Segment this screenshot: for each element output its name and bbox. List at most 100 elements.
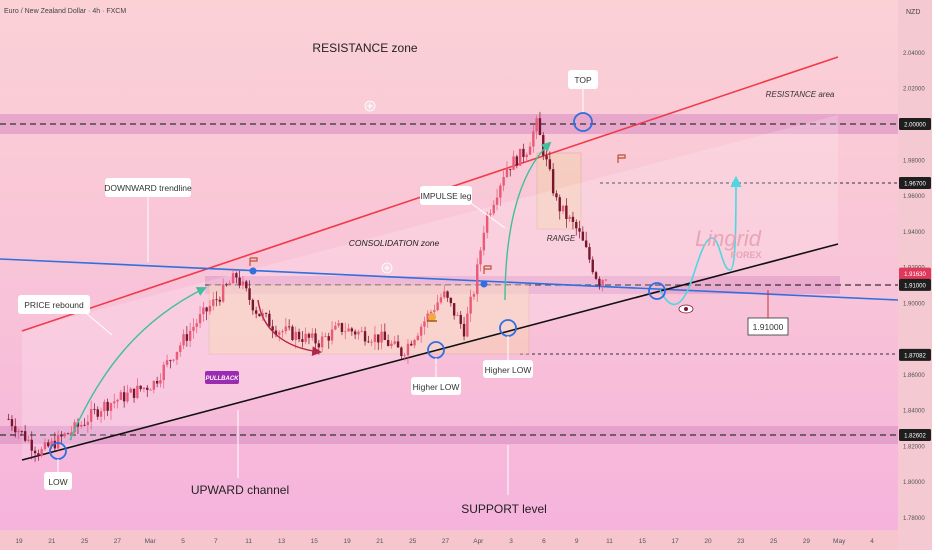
price-badge — [899, 278, 931, 291]
candle-body — [182, 334, 185, 346]
candle-body — [604, 279, 608, 281]
candle-body — [393, 341, 396, 344]
candle-body — [172, 359, 175, 361]
candle-body — [492, 204, 495, 214]
resistance-area-label: RESISTANCE area — [766, 90, 835, 99]
price-badge — [899, 267, 931, 280]
candle-body — [548, 159, 552, 170]
candle-body — [129, 388, 132, 393]
candle-body — [50, 440, 53, 447]
candle-body — [311, 333, 314, 338]
candle-body — [221, 284, 225, 302]
time-tick-label: 9 — [575, 538, 579, 545]
projection-path — [659, 175, 742, 306]
candle-body — [245, 281, 248, 289]
candle-body — [258, 313, 261, 317]
candle-body — [591, 259, 594, 273]
candle-body — [179, 345, 182, 352]
candle-body — [413, 339, 416, 346]
downward-trendline — [0, 258, 899, 301]
candle-body — [99, 411, 103, 417]
candle-body — [502, 177, 505, 186]
time-tick-label: 25 — [409, 538, 417, 545]
candle-body — [588, 247, 591, 260]
price-tick-label: 1.84000 — [903, 409, 925, 415]
candle-body — [218, 299, 222, 302]
candle-body — [119, 392, 123, 400]
candle-body — [53, 440, 57, 449]
candle-body — [96, 409, 99, 417]
price-badge-label: 1.91000 — [904, 283, 926, 289]
candle-body — [344, 331, 347, 333]
impulse-leg-label-box — [420, 186, 472, 205]
candle-body — [400, 347, 403, 357]
candle-body — [337, 323, 340, 326]
candle-body — [113, 401, 116, 404]
consolidation-box — [208, 284, 530, 355]
candle-body — [462, 323, 466, 337]
candle-body — [561, 205, 565, 212]
candle-body — [254, 310, 258, 314]
time-tick-label: May — [833, 538, 846, 545]
impulse-leg-label: IMPULSE leg — [420, 191, 471, 201]
top-label-box — [568, 70, 598, 89]
trendline-touch-dot-2 — [480, 280, 488, 288]
candle-body — [14, 426, 17, 433]
candle-body — [10, 419, 14, 427]
candle-body — [231, 273, 235, 284]
candle-body — [103, 401, 106, 412]
candle-body — [568, 216, 571, 219]
price-tick-label: 2.04000 — [903, 51, 925, 57]
candle-body — [594, 272, 598, 279]
candle-body — [542, 135, 545, 156]
candle-body — [238, 277, 241, 286]
candle-body — [535, 118, 538, 132]
candle-body — [235, 273, 238, 278]
candle-body — [373, 334, 377, 342]
candle-body — [165, 360, 169, 365]
symbol-title[interactable]: Euro / New Zealand Dollar · 4h · FXCM — [4, 8, 126, 15]
candle-body — [538, 118, 542, 136]
plus-icon[interactable] — [364, 100, 376, 112]
candle-body — [116, 399, 119, 402]
candle-body — [175, 351, 179, 360]
time-tick-label: 21 — [48, 538, 56, 545]
price-tick-label: 1.86000 — [903, 373, 925, 379]
candle-body — [248, 288, 251, 300]
price-badge — [899, 348, 931, 361]
candle-body — [416, 335, 420, 340]
time-tick-label: Mar — [145, 538, 157, 545]
price-badge-label: 1.82602 — [904, 434, 926, 440]
candle-body — [449, 297, 453, 304]
resistance-zone-band — [0, 114, 898, 134]
time-axis[interactable]: 19 21 25 27 Mar 5 7 11 13 15 19 21 25 27 Apr 3 6 9 11 15 17 2… — [15, 538, 874, 545]
time-tick-label: 13 — [278, 538, 286, 545]
candle-body — [426, 313, 429, 322]
candle-body — [350, 328, 354, 332]
candle-body — [334, 325, 337, 330]
candle-body — [406, 343, 410, 356]
candle-body — [202, 307, 205, 315]
plus-icon[interactable] — [381, 262, 393, 274]
candle-body — [320, 336, 324, 348]
price-badge-label: 1.96700 — [904, 181, 926, 187]
candle-body — [274, 330, 278, 335]
candle-body — [489, 213, 492, 215]
snail-icon — [427, 313, 437, 322]
candles — [7, 111, 608, 462]
upward-channel-label: UPWARD channel — [191, 483, 289, 497]
candle-body — [558, 197, 561, 212]
candle-body — [472, 294, 476, 297]
candle-body — [363, 331, 367, 342]
price-badge — [899, 176, 931, 189]
candle-body — [142, 387, 146, 390]
candle-body — [126, 392, 129, 402]
time-tick-label: Apr — [473, 538, 484, 545]
candle-body — [192, 326, 195, 331]
support-level-label: SUPPORT level — [461, 502, 547, 516]
candle-body — [446, 291, 449, 298]
candle-body — [367, 341, 370, 343]
candle-body — [304, 333, 307, 342]
candle-body — [499, 185, 502, 198]
